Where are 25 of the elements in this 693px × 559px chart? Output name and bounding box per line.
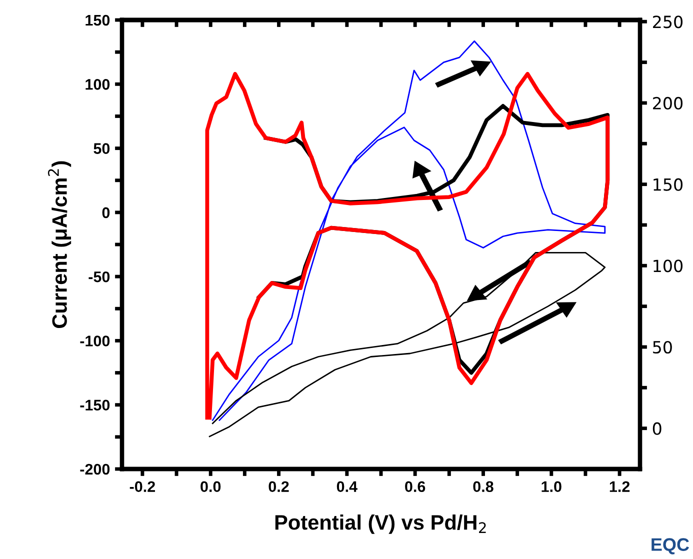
y-tick-label: 100: [86, 79, 110, 90]
x-tick-label: 0.6: [405, 481, 426, 492]
y-tick-label: 0: [102, 207, 110, 218]
y2-tick-label: 100: [654, 260, 683, 272]
y2-tick-label: 50: [653, 340, 672, 354]
y-tick-label: -100: [80, 336, 110, 346]
y-tick-label: 50: [94, 143, 110, 154]
x-tick-label: 0.0: [200, 481, 221, 492]
y-tick-label: -200: [80, 464, 110, 475]
y-axis-title: Current (μA/cm$^{2}$): [48, 161, 72, 328]
y2-tick-label: 0: [652, 422, 662, 435]
y-tick-label: 150: [86, 14, 110, 26]
x-tick-label: 1.2: [610, 481, 630, 492]
x-tick-label: 0.2: [268, 481, 289, 492]
x-tick-label: -0.2: [130, 481, 155, 492]
x-tick-label: 0.8: [473, 481, 494, 492]
y-tick-label: -50: [88, 271, 110, 282]
y2-tick-label: 250: [653, 16, 683, 28]
y-tick-label: -150: [80, 400, 110, 411]
text: EQC: [652, 538, 690, 554]
x-tick-label: 1.0: [542, 481, 562, 492]
y2-tick-label: 200: [653, 96, 683, 110]
x-axis-title: Potential (V) vs Pd/H$_{2}$: [275, 514, 486, 534]
y2-tick-label: 150: [654, 178, 683, 191]
x-tick-label: 0.4: [336, 481, 358, 492]
